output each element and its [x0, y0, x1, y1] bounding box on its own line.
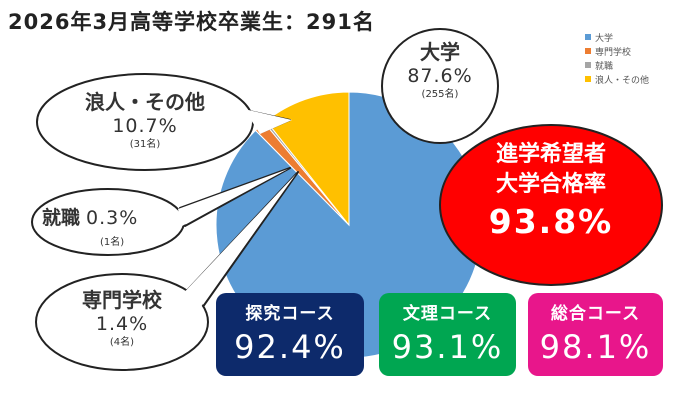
callout-employment: [31, 167, 291, 256]
course-rate: 92.4%: [234, 328, 346, 366]
legend: 大学 専門学校 就職 浪人・その他: [585, 30, 649, 86]
highlight-line1: 進学希望者: [495, 142, 606, 167]
slice-name: 就職: [42, 207, 81, 229]
data-label-vocational: 専門学校 1.4% (4名): [72, 288, 172, 349]
course-card-inquiry: 探究コース 92.4%: [216, 293, 364, 376]
legend-label: 就職: [595, 61, 614, 72]
course-rate: 98.1%: [539, 328, 652, 366]
slice-name: 浪人・その他: [85, 90, 205, 114]
course-card-humanities-science: 文理コース 93.1%: [379, 293, 516, 376]
callout-other: [36, 73, 292, 171]
legend-label: 大学: [595, 33, 614, 44]
slice-count: (31名): [129, 139, 161, 150]
course-name: 文理コース: [402, 304, 493, 324]
course-card-general: 総合コース 98.1%: [528, 293, 663, 376]
callout-university: [381, 28, 499, 144]
legend-item-university: 大学: [585, 30, 649, 44]
slice-percent: 87.6%: [407, 65, 473, 87]
slice-percent: 10.7%: [112, 115, 178, 137]
course-name: 総合コース: [550, 304, 641, 324]
highlight-text: 進学希望者 大学合格率 93.8%: [440, 140, 662, 244]
highlight-rate: 93.8%: [488, 202, 614, 241]
slice-name: 大学: [420, 40, 460, 64]
data-label-other: 浪人・その他 10.7% (31名): [75, 90, 215, 151]
slice-count: (4名): [109, 337, 135, 348]
slice-count-employment: (1名): [100, 237, 125, 248]
highlight-line2: 大学合格率: [495, 172, 606, 197]
legend-label: 浪人・その他: [595, 75, 650, 86]
pie-slices: [215, 91, 483, 359]
course-name: 探究コース: [245, 304, 335, 324]
chart-title: 2026年3月高等学校卒業生：291名: [8, 10, 375, 34]
highlight-badge: [439, 124, 663, 286]
course-rate: 93.1%: [391, 328, 504, 366]
slice-count: (255名): [421, 89, 459, 100]
slice-percent: 1.4%: [95, 313, 149, 335]
legend-swatch: [585, 48, 591, 54]
slice-percent: 0.3%: [86, 207, 139, 229]
legend-swatch: [585, 34, 591, 40]
legend-swatch: [585, 62, 591, 68]
legend-label: 専門学校: [595, 47, 632, 58]
callout-vocational: [35, 171, 299, 371]
data-label-university: 大学 87.6% (255名): [400, 40, 480, 101]
legend-item-vocational: 専門学校: [585, 44, 649, 58]
legend-item-employment: 就職: [585, 58, 649, 72]
slice-name: 専門学校: [82, 288, 162, 312]
data-label-employment: 就職 0.3%: [42, 203, 138, 230]
legend-swatch: [585, 76, 591, 82]
legend-item-other: 浪人・その他: [585, 72, 649, 86]
